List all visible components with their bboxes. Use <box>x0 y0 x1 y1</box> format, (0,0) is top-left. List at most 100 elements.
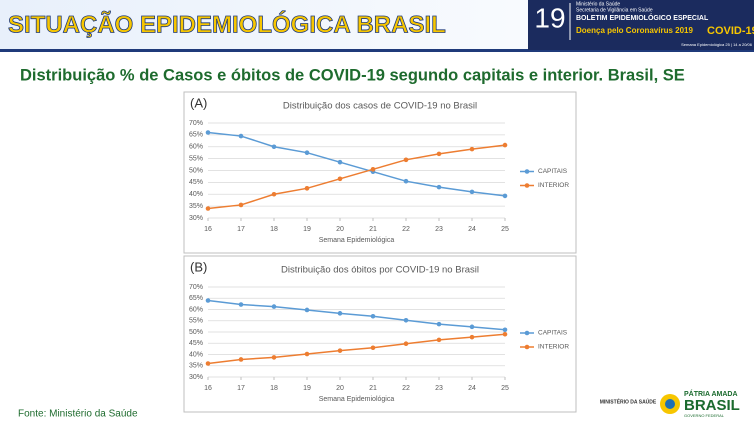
point <box>205 298 211 303</box>
y-tick-label: 55% <box>189 155 203 162</box>
point <box>436 151 442 157</box>
x-tick-label: 17 <box>237 226 245 233</box>
x-tick-label: 22 <box>402 226 410 233</box>
y-tick-label: 40% <box>189 191 203 198</box>
x-tick-label: 20 <box>336 385 344 392</box>
y-tick-label: 35% <box>189 363 203 370</box>
legend-label: INTERIOR <box>538 182 569 189</box>
x-tick-label: 16 <box>204 385 212 392</box>
point <box>436 337 442 343</box>
point <box>304 150 310 155</box>
chart-frame <box>183 91 577 254</box>
point <box>271 355 277 360</box>
x-tick-label: 21 <box>369 226 377 233</box>
point <box>205 206 211 211</box>
point <box>205 130 211 135</box>
x-tick-label: 19 <box>303 385 311 392</box>
y-tick-label: 50% <box>189 167 203 174</box>
legend-label: CAPITAIS <box>538 330 568 337</box>
y-tick-label: 45% <box>189 340 203 347</box>
point <box>436 321 442 327</box>
point <box>370 345 376 351</box>
point <box>337 348 343 353</box>
y-tick-label: 70% <box>189 284 203 291</box>
bulletin-number: 19 <box>534 2 565 33</box>
chart-title: Distribuição dos óbitos por COVID-19 no … <box>281 265 479 276</box>
bulletin-box <box>528 0 754 50</box>
point <box>403 341 409 347</box>
x-tick-label: 23 <box>435 226 443 233</box>
y-tick-label: 40% <box>189 351 203 358</box>
subtitle: Distribuição % de Casos e óbitos de COVI… <box>20 66 685 84</box>
point <box>469 189 475 195</box>
x-tick-label: 25 <box>501 226 509 233</box>
x-tick-label: 16 <box>204 226 212 233</box>
series-line <box>207 333 506 365</box>
legend-label: CAPITAIS <box>538 168 568 175</box>
bulletin-secretariat: Secretaria de Vigilância em Saúde <box>576 7 653 13</box>
x-axis-label: Semana Epidemiológica <box>319 396 395 403</box>
chart-title: Distribuição dos casos de COVID-19 no Br… <box>283 101 477 112</box>
point <box>238 357 244 362</box>
legend-label: INTERIOR <box>538 344 569 351</box>
y-tick-label: 70% <box>189 120 203 127</box>
x-axis-label: Semana Epidemiológica <box>319 237 395 244</box>
legend-marker <box>524 344 530 350</box>
legend-marker <box>524 330 530 336</box>
bulletin-ministry: Ministério da Saúde <box>576 1 620 7</box>
footer-government: GOVERNO FEDERAL <box>684 413 725 418</box>
footer-slogan: PÁTRIA AMADA <box>684 389 738 398</box>
point <box>370 313 376 319</box>
legend-marker <box>524 183 530 188</box>
point <box>502 193 508 199</box>
footer-ministry: MINISTÉRIO DA SAÚDE <box>600 397 657 405</box>
y-tick-label: 30% <box>189 374 203 381</box>
logo-dot <box>665 399 675 409</box>
x-tick-label: 17 <box>237 385 245 392</box>
point <box>271 191 277 197</box>
x-tick-label: 18 <box>270 226 278 233</box>
source: Fonte: Ministério da Saúde <box>18 409 138 420</box>
y-tick-label: 65% <box>189 132 203 139</box>
point <box>238 202 244 208</box>
footer-brasil: BRASIL <box>684 397 740 414</box>
y-tick-label: 65% <box>189 295 203 302</box>
y-tick-label: 50% <box>189 329 203 336</box>
point <box>271 144 277 150</box>
point <box>469 146 475 152</box>
bulletin-name: BOLETIM EPIDEMIOLÓGICO ESPECIAL <box>576 13 709 22</box>
point <box>337 311 343 316</box>
header-rule <box>0 49 754 52</box>
point <box>304 186 310 191</box>
y-tick-label: 35% <box>189 203 203 210</box>
x-tick-label: 22 <box>402 385 410 392</box>
bulletin-disease: Doença pelo Coronavírus 2019 <box>576 26 693 35</box>
point <box>469 334 475 340</box>
point <box>502 331 508 337</box>
y-tick-label: 30% <box>189 215 203 222</box>
point <box>205 361 211 366</box>
chart-annotation: (A) <box>190 95 207 110</box>
y-tick-label: 60% <box>189 144 203 151</box>
point <box>238 302 244 307</box>
point <box>436 184 442 190</box>
bulletin-week: Semana Epidemiológica 25 | 14 a 20/06 <box>681 42 753 47</box>
y-tick-label: 45% <box>189 179 203 186</box>
legend-marker <box>524 169 530 174</box>
point <box>502 327 508 333</box>
point <box>304 351 310 357</box>
point <box>304 307 310 313</box>
x-tick-label: 23 <box>435 385 443 392</box>
x-tick-label: 19 <box>303 226 311 233</box>
x-tick-label: 25 <box>501 385 509 392</box>
brasil-logo: PÁTRIA AMADA BRASIL GOVERNO FEDERAL <box>660 389 740 418</box>
point <box>238 133 244 139</box>
x-tick-label: 24 <box>468 226 476 233</box>
chart-annotation: (B) <box>190 259 207 274</box>
point <box>370 167 376 172</box>
series-line <box>207 144 506 210</box>
point <box>403 178 409 184</box>
x-tick-label: 20 <box>336 226 344 233</box>
header-title: SITUAÇÃO EPIDEMIOLÓGICA BRASIL <box>8 10 446 38</box>
chart-frame <box>183 255 577 413</box>
